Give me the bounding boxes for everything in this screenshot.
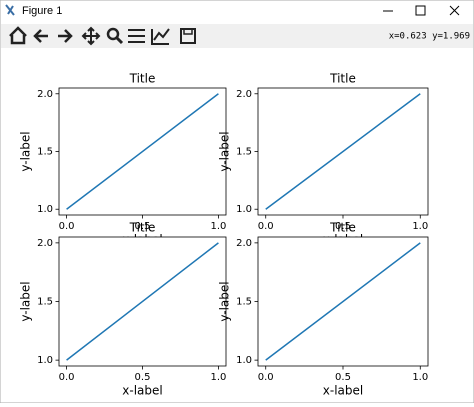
x-tick-label: 0.5 xyxy=(335,221,351,232)
x-tick-label: 1.0 xyxy=(412,372,428,383)
data-line xyxy=(265,93,421,210)
y-tick-label: 1.5 xyxy=(236,297,252,308)
back-button[interactable] xyxy=(33,29,48,43)
title-bar: Figure 1 xyxy=(5,4,460,17)
maximize-button[interactable] xyxy=(415,5,426,16)
forward-button[interactable] xyxy=(58,29,73,43)
save-icon-detail xyxy=(183,28,193,35)
y-tick-label: 1.0 xyxy=(236,355,252,366)
x-tick-label: 0.0 xyxy=(59,372,75,383)
zoom-button[interactable] xyxy=(106,27,120,41)
x-tick-label: 0.5 xyxy=(335,372,351,383)
data-line xyxy=(66,93,219,210)
data-line xyxy=(66,242,219,361)
data-line xyxy=(265,242,421,361)
axes-title: Title xyxy=(129,72,156,86)
app-icon xyxy=(5,4,15,16)
axes-title: Title xyxy=(329,72,356,86)
y-tick-label: 1.0 xyxy=(37,355,53,366)
x-axis-label: x-label xyxy=(323,384,363,398)
zoom-handle xyxy=(115,36,124,45)
axes-title: Title xyxy=(129,221,156,235)
x-tick-label: 0.5 xyxy=(135,221,151,232)
x-tick-label: 0.0 xyxy=(59,221,75,232)
y-tick-label: 1.0 xyxy=(37,204,53,215)
y-tick-label: 1.5 xyxy=(236,147,252,158)
cursor-coordinates: x=0.623 y=1.969 xyxy=(389,32,470,42)
x-tick-label: 1.0 xyxy=(210,221,226,232)
configure-button[interactable] xyxy=(128,29,145,43)
y-tick-label: 1.0 xyxy=(236,204,252,215)
y-tick-label: 2.0 xyxy=(37,89,53,100)
y-axis-label: y-label xyxy=(19,131,33,171)
x-tick-label: 0.5 xyxy=(135,372,151,383)
toolbar xyxy=(1,24,473,48)
x-tick-label: 0.0 xyxy=(258,221,274,232)
y-tick-label: 2.0 xyxy=(236,238,252,249)
y-axis-label: y-label xyxy=(218,281,232,321)
x-tick-label: 1.0 xyxy=(412,221,428,232)
y-tick-label: 1.5 xyxy=(37,297,53,308)
axes-title: Title xyxy=(329,221,356,235)
pan-button[interactable] xyxy=(81,26,101,46)
x-axis-label: x-label xyxy=(122,384,162,398)
y-axis-label: y-label xyxy=(19,281,33,321)
x-tick-label: 0.0 xyxy=(258,372,274,383)
y-tick-label: 1.5 xyxy=(37,147,53,158)
home-button[interactable] xyxy=(9,26,27,45)
y-axis-label: y-label xyxy=(218,131,232,171)
close-button[interactable] xyxy=(449,5,460,16)
window-title: Figure 1 xyxy=(22,5,62,17)
y-tick-label: 2.0 xyxy=(236,89,252,100)
y-tick-label: 2.0 xyxy=(37,238,53,249)
edit-axes-button[interactable] xyxy=(151,28,170,45)
x-tick-label: 1.0 xyxy=(210,372,226,383)
